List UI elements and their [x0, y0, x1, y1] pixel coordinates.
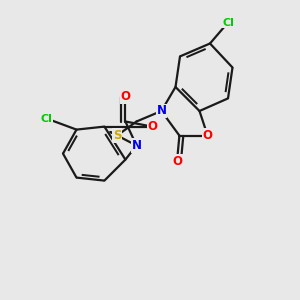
Text: Cl: Cl: [40, 113, 52, 124]
Text: O: O: [147, 120, 158, 133]
Text: O: O: [172, 155, 182, 168]
Text: O: O: [120, 90, 130, 103]
Text: S: S: [113, 129, 121, 142]
Text: N: N: [131, 139, 142, 152]
Text: N: N: [156, 104, 167, 118]
Text: O: O: [202, 129, 213, 142]
Text: Cl: Cl: [222, 17, 234, 28]
